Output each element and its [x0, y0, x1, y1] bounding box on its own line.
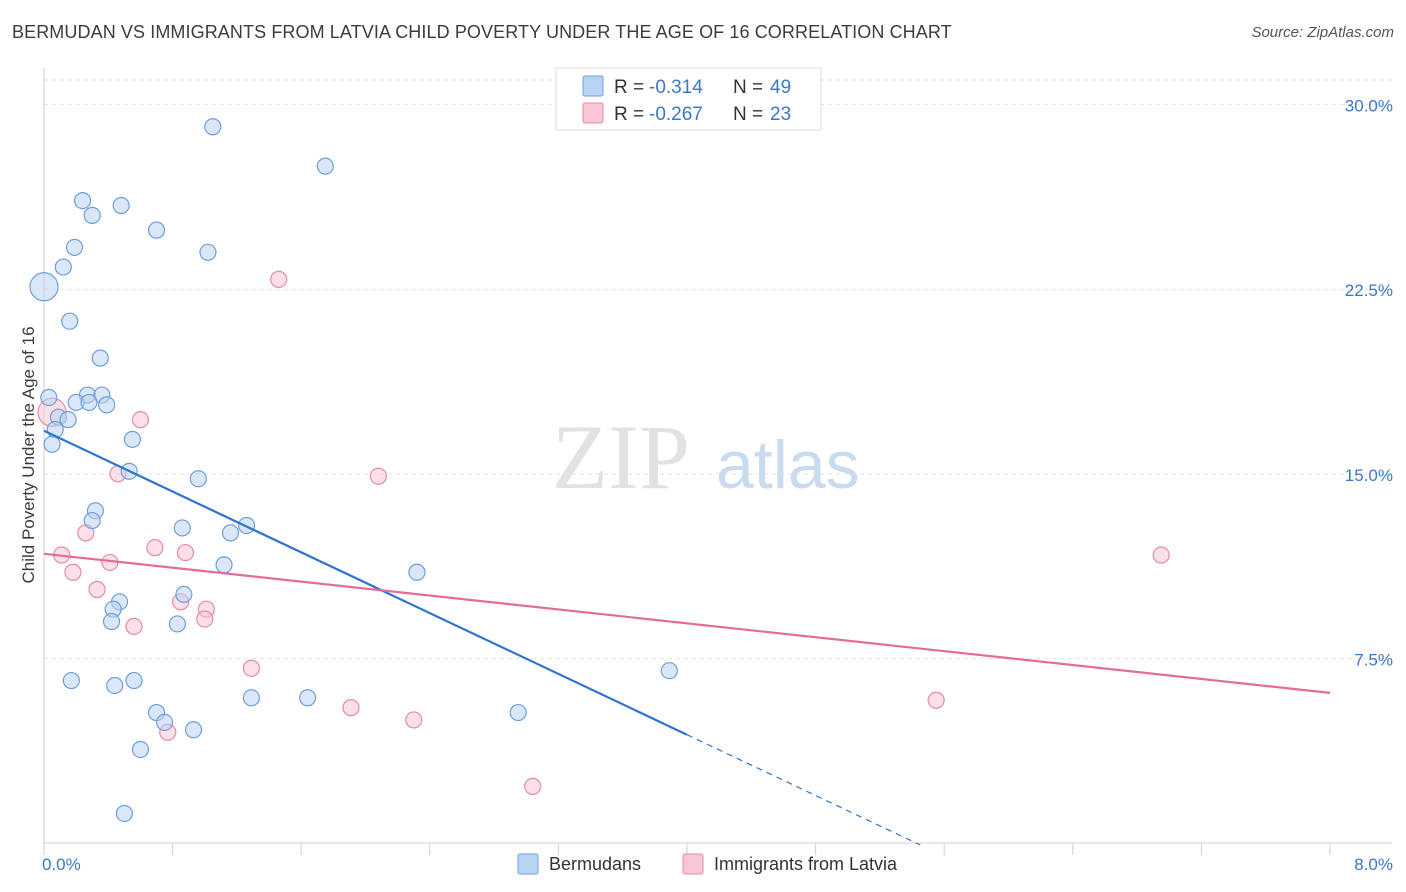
- data-point: [125, 671, 143, 690]
- data-point: [83, 511, 101, 530]
- data-point: [405, 711, 423, 729]
- y-tick-label: 7.5%: [1354, 650, 1393, 669]
- data-point: [221, 524, 240, 542]
- bottom-legend-label-latvia: Immigrants from Latvia: [714, 854, 898, 874]
- grid-lines: [44, 79, 1392, 659]
- source-label: Source: ZipAtlas.com: [1251, 24, 1394, 41]
- bermudan-trend-line: [43, 429, 688, 736]
- data-point: [175, 585, 193, 604]
- y-tick-label: 30.0%: [1345, 97, 1393, 116]
- x-tick-label: 8.0%: [1354, 855, 1393, 874]
- y-tick-label: 22.5%: [1345, 281, 1393, 300]
- data-point: [106, 676, 124, 695]
- data-point: [173, 519, 191, 537]
- data-point: [102, 612, 121, 631]
- bottom-legend-swatch-latvia: [682, 853, 704, 875]
- legend-n-label: N =: [733, 104, 763, 125]
- latvia-trend-line: [43, 552, 1331, 694]
- legend-r-label: R =: [614, 77, 644, 98]
- data-point: [316, 157, 334, 175]
- data-point: [73, 192, 92, 210]
- bermudan-points: [29, 118, 678, 823]
- data-point: [54, 258, 72, 276]
- y-axis-label: Child Poverty Under the Age of 16: [19, 326, 38, 583]
- data-point: [62, 671, 80, 690]
- data-point: [155, 713, 174, 731]
- data-point: [408, 563, 426, 581]
- x-tick-label: 0.0%: [42, 855, 81, 874]
- data-point: [168, 615, 187, 633]
- watermark-zip: ZIP: [552, 406, 690, 508]
- latvia-points: [37, 270, 1170, 795]
- data-point: [189, 470, 207, 488]
- data-point: [199, 243, 217, 261]
- data-point: [131, 411, 150, 429]
- data-point: [1152, 546, 1170, 564]
- legend-n-value: 23: [770, 104, 791, 125]
- y-tick-label: 15.0%: [1345, 466, 1393, 485]
- data-point: [40, 388, 58, 407]
- trend-lines: [43, 429, 1331, 846]
- bermudan-trend-extension: [686, 734, 921, 846]
- chart-title: BERMUDAN VS IMMIGRANTS FROM LATVIA CHILD…: [12, 22, 952, 42]
- data-point: [927, 691, 945, 709]
- series-legend: Bermudans Immigrants from Latvia: [517, 853, 898, 875]
- legend-n-value: 49: [770, 77, 791, 98]
- data-point: [88, 580, 106, 599]
- legend-swatch-bermudans: [582, 75, 604, 97]
- data-point: [184, 721, 203, 739]
- data-point: [242, 659, 260, 677]
- data-point: [131, 740, 150, 759]
- data-point: [342, 699, 360, 717]
- x-tick-labels: 0.0% 8.0%: [42, 855, 1393, 874]
- data-point: [123, 430, 142, 448]
- bottom-legend-swatch-bermudans: [517, 853, 539, 875]
- data-point: [59, 411, 77, 429]
- data-point: [61, 312, 79, 330]
- data-point: [660, 662, 678, 680]
- axes: [43, 68, 1392, 855]
- data-point: [299, 689, 317, 707]
- data-point: [196, 610, 214, 628]
- data-point: [242, 689, 260, 707]
- data-point: [125, 617, 143, 636]
- data-point: [91, 349, 109, 367]
- data-point: [112, 196, 130, 215]
- bottom-legend-label-bermudans: Bermudans: [549, 854, 641, 874]
- data-point: [147, 221, 166, 239]
- data-point: [146, 539, 164, 557]
- data-point: [64, 563, 82, 581]
- data-point: [83, 206, 101, 224]
- watermark-atlas: atlas: [716, 427, 860, 503]
- data-point: [176, 543, 195, 562]
- data-point: [215, 556, 233, 574]
- y-tick-labels: 7.5% 15.0% 22.5% 30.0%: [1345, 97, 1393, 670]
- legend-swatch-latvia: [582, 102, 604, 124]
- data-point: [115, 804, 133, 823]
- data-point: [98, 396, 116, 414]
- data-point: [509, 703, 527, 722]
- data-point: [80, 393, 98, 412]
- data-point: [43, 435, 61, 453]
- data-point: [204, 118, 222, 136]
- data-point: [524, 777, 542, 795]
- data-point: [270, 270, 288, 288]
- data-point: [29, 272, 59, 302]
- correlation-legend: R = -0.314 N = 49 R = -0.267 N = 23: [555, 67, 822, 131]
- legend-n-label: N =: [733, 77, 763, 98]
- legend-r-label: R =: [614, 104, 644, 125]
- data-point: [65, 238, 84, 256]
- legend-r-value: -0.314: [649, 77, 703, 98]
- legend-r-value: -0.267: [649, 104, 703, 125]
- data-point: [369, 467, 387, 485]
